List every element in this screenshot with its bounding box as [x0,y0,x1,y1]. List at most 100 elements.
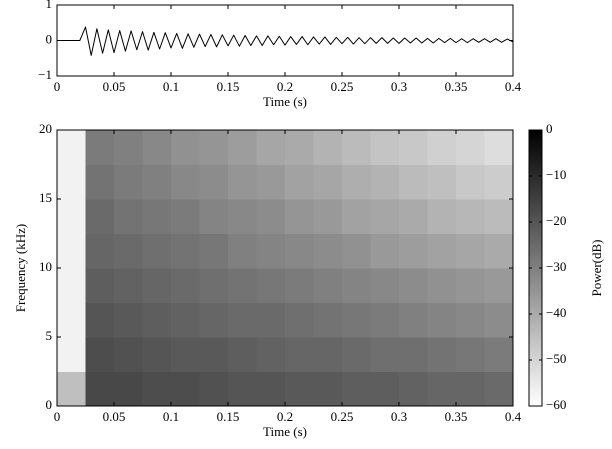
heatmap-cell [427,199,457,234]
heatmap-cell [85,371,115,407]
heatmap-cell [57,371,86,407]
heatmap-cell [484,371,514,407]
heatmap-cell [484,337,514,372]
heatmap-cell [342,268,371,303]
waveform-line [57,26,514,56]
heatmap-cell [427,337,457,372]
x-tick-label: 0.35 [445,79,468,94]
heatmap-cell [57,337,86,372]
heatmap-cell [171,199,200,234]
heatmap-cell [484,199,514,234]
heatmap-cell [370,337,400,372]
heatmap-cell [313,268,343,303]
heatmap-cell [114,199,143,234]
heatmap-cell [399,233,428,269]
heatmap-cell [427,371,457,407]
heatmap-cell [142,337,172,372]
heatmap-cell [228,337,257,372]
heatmap-cell [484,130,514,165]
heatmap-cell [285,130,314,165]
heatmap-cell [342,337,371,372]
heatmap-cell [85,337,115,372]
colorbar-tick-label: −30 [546,259,566,274]
heatmap-cell [85,233,115,269]
heatmap-cell [342,371,371,407]
heatmap-cell [57,302,86,338]
heatmap-cell [256,337,286,372]
heatmap-cell [313,199,343,234]
heatmap-cell [342,302,371,338]
x-tick-label: 0.25 [331,409,354,424]
heatmap-cell [370,164,400,200]
x-axis-label: Time (s) [263,94,307,109]
heatmap-cell [399,337,428,372]
x-tick-label: 0.2 [277,409,293,424]
heatmap-cell [228,302,257,338]
axes-frame [56,4,514,77]
colorbar-tick-label: −60 [546,397,566,412]
heatmap-cell [342,164,371,200]
x-tick-label: 0.3 [391,409,407,424]
heatmap-cell [199,337,229,372]
x-tick-label: 0 [54,409,61,424]
heatmap-cell [456,302,485,338]
colorbar-tick-label: −50 [546,351,566,366]
heatmap-cell [427,233,457,269]
heatmap-cell [313,371,343,407]
y-tick-label: 0 [46,397,53,412]
heatmap-cell [85,130,115,165]
x-axis-label: Time (s) [263,424,307,439]
heatmap-cell [313,130,343,165]
x-tick-label: 0.4 [505,79,522,94]
y-tick-label: 20 [39,121,52,136]
heatmap-cell [171,337,200,372]
heatmap-cell [85,164,115,200]
heatmap-cell [142,130,172,165]
heatmap-cell [285,268,314,303]
heatmap-cell [285,371,314,407]
heatmap-cell [399,130,428,165]
heatmap-cell [57,268,86,303]
heatmap-cell [199,233,229,269]
heatmap-cell [313,233,343,269]
x-tick-label: 0.4 [505,409,522,424]
heatmap-cell [484,302,514,338]
heatmap-cell [285,233,314,269]
heatmap-cell [370,233,400,269]
colorbar-tick-label: −10 [546,167,566,182]
heatmap-cell [171,130,200,165]
heatmap-cell [85,199,115,234]
heatmap-cell [427,164,457,200]
heatmap-cell [171,302,200,338]
x-tick-label: 0.25 [331,79,354,94]
heatmap-cell [199,130,229,165]
heatmap-cell [171,233,200,269]
heatmap-cell [427,302,457,338]
heatmap-cell [199,371,229,407]
heatmap-cell [313,164,343,200]
heatmap-cell [256,164,286,200]
heatmap-cell [256,199,286,234]
heatmap-cell [370,130,400,165]
heatmap-cell [114,268,143,303]
heatmap-cell [142,233,172,269]
heatmap-cell [456,268,485,303]
heatmap-cell [114,164,143,200]
heatmap-cell [114,233,143,269]
y-tick-label: −1 [38,67,52,82]
heatmap-cell [142,199,172,234]
heatmap-cell [456,233,485,269]
heatmap-cell [456,199,485,234]
heatmap-cell [484,268,514,303]
x-tick-label: 0.05 [103,79,126,94]
heatmap-cell [114,302,143,338]
heatmap-cell [57,130,86,165]
colorbar-label: Power(dB) [589,239,604,296]
heatmap-cell [427,130,457,165]
y-axis-label: Frequency (kHz) [13,224,28,312]
x-tick-label: 0.05 [103,409,126,424]
heatmap-cell [114,337,143,372]
colorbar-tick-label: −40 [546,305,566,320]
heatmap-cell [228,371,257,407]
